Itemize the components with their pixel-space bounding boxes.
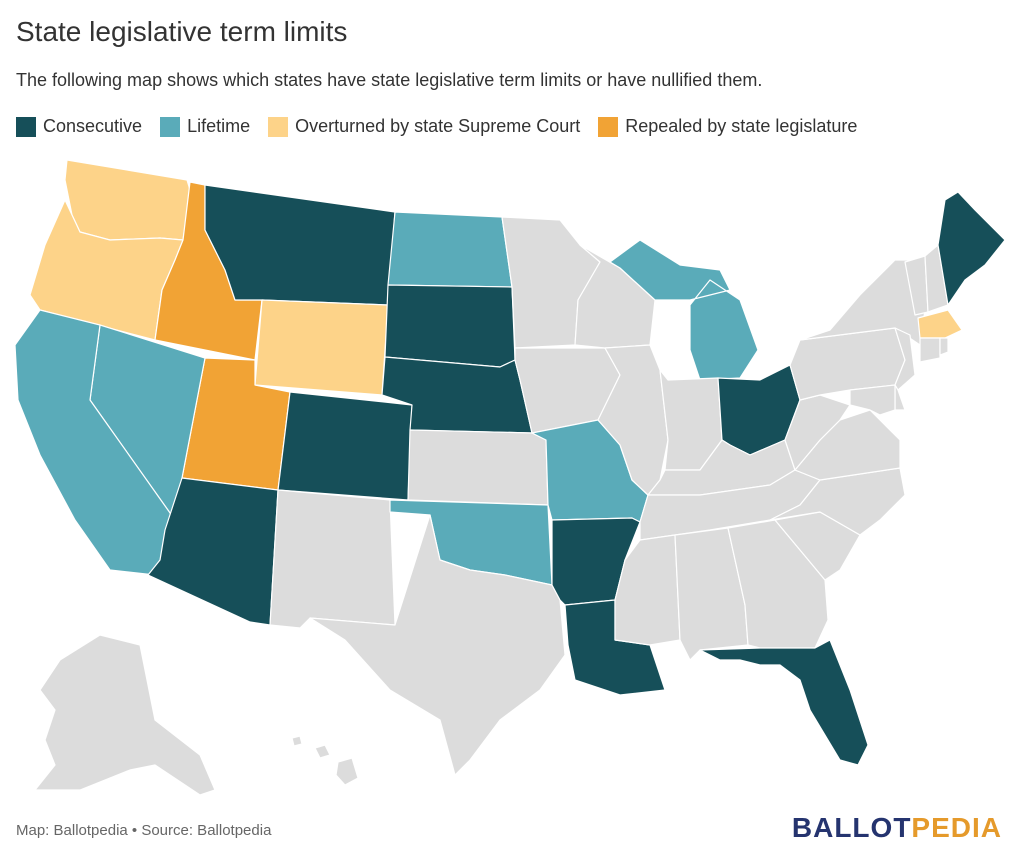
legend-item-lifetime: Lifetime — [160, 116, 250, 137]
legend-item-repealed: Repealed by state legislature — [598, 116, 857, 137]
state-mt[interactable] — [204, 184, 396, 306]
legend-item-consecutive: Consecutive — [16, 116, 142, 137]
legend-item-overturned: Overturned by state Supreme Court — [268, 116, 580, 137]
logo-part-2: PEDIA — [911, 812, 1002, 843]
state-tx[interactable] — [309, 514, 566, 776]
state-mi[interactable] — [609, 239, 759, 381]
legend-label-repealed: Repealed by state legislature — [625, 116, 858, 136]
state-ms[interactable] — [614, 534, 681, 646]
state-ri[interactable] — [939, 337, 949, 356]
chart-subtitle: The following map shows which states hav… — [16, 70, 763, 90]
state-nm[interactable] — [269, 489, 396, 629]
state-ca[interactable] — [14, 309, 176, 576]
state-co[interactable] — [277, 391, 413, 501]
chart-title: State legislative term limits — [16, 16, 348, 47]
us-state-map — [14, 159, 1006, 796]
footer-credit: Map: Ballotpedia • Source: Ballotpedia — [16, 822, 272, 839]
state-me[interactable] — [937, 191, 1006, 306]
legend-label-consecutive: Consecutive — [43, 116, 143, 136]
state-nc[interactable] — [769, 467, 906, 536]
legend-label-lifetime: Lifetime — [187, 116, 251, 136]
legend-swatch-lifetime — [160, 116, 181, 137]
state-nd[interactable] — [387, 211, 513, 288]
legend-label-overturned: Overturned by state Supreme Court — [295, 116, 581, 136]
state-ct[interactable] — [919, 337, 941, 363]
legend-swatch-consecutive — [16, 116, 36, 137]
state-wy[interactable] — [254, 299, 389, 396]
state-ks[interactable] — [407, 429, 549, 506]
state-ma[interactable] — [917, 309, 963, 339]
state-hi[interactable] — [291, 735, 359, 786]
state-md[interactable] — [849, 384, 896, 416]
ballotpedia-logo[interactable]: BALLOTPEDIA — [792, 812, 1002, 844]
logo-part-1: BALLOT — [791, 812, 912, 843]
state-sd[interactable] — [384, 284, 516, 368]
state-ny[interactable] — [799, 259, 926, 346]
state-wa[interactable] — [64, 159, 191, 241]
legend-swatch-overturned — [268, 116, 289, 137]
state-ak[interactable] — [34, 634, 216, 796]
legend: Consecutive Lifetime Overturned by state… — [16, 116, 857, 137]
state-fl[interactable] — [699, 639, 869, 766]
legend-swatch-repealed — [598, 116, 619, 137]
